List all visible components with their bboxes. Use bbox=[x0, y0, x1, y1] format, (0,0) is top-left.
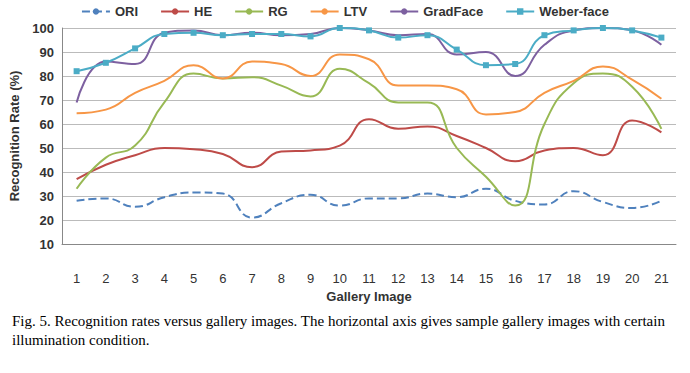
svg-text:17: 17 bbox=[537, 271, 551, 286]
svg-text:50: 50 bbox=[40, 141, 54, 156]
svg-text:11: 11 bbox=[362, 271, 376, 286]
svg-text:70: 70 bbox=[40, 93, 54, 108]
svg-text:30: 30 bbox=[40, 189, 54, 204]
svg-text:40: 40 bbox=[40, 165, 54, 180]
svg-text:14: 14 bbox=[449, 271, 463, 286]
svg-text:5: 5 bbox=[190, 271, 197, 286]
svg-text:4: 4 bbox=[161, 271, 168, 286]
svg-text:20: 20 bbox=[625, 271, 639, 286]
svg-text:7: 7 bbox=[248, 271, 255, 286]
svg-text:18: 18 bbox=[566, 271, 580, 286]
svg-text:1: 1 bbox=[73, 271, 80, 286]
svg-text:20: 20 bbox=[40, 213, 54, 228]
svg-text:100: 100 bbox=[32, 21, 54, 36]
svg-text:9: 9 bbox=[307, 271, 314, 286]
svg-text:GradFace: GradFace bbox=[423, 4, 483, 19]
svg-text:6: 6 bbox=[219, 271, 226, 286]
svg-text:21: 21 bbox=[654, 271, 668, 286]
svg-text:ORI: ORI bbox=[115, 4, 138, 19]
svg-text:2: 2 bbox=[102, 271, 109, 286]
svg-text:RG: RG bbox=[268, 4, 288, 19]
html-text:Fig. 5. Recognition rates vers: Fig. 5. Recognition rates versus gallery… bbox=[12, 313, 665, 348]
svg-text:10: 10 bbox=[40, 237, 54, 252]
svg-text:90: 90 bbox=[40, 45, 54, 60]
svg-text:3: 3 bbox=[131, 271, 138, 286]
svg-text:15: 15 bbox=[479, 271, 493, 286]
svg-text:16: 16 bbox=[508, 271, 522, 286]
svg-text:HE: HE bbox=[194, 4, 212, 19]
svg-text:13: 13 bbox=[420, 271, 434, 286]
svg-text:80: 80 bbox=[40, 69, 54, 84]
svg-text:Weber-face: Weber-face bbox=[539, 4, 609, 19]
svg-text:12: 12 bbox=[391, 271, 405, 286]
svg-text:10: 10 bbox=[333, 271, 347, 286]
svg-text:19: 19 bbox=[596, 271, 610, 286]
svg-text:LTV: LTV bbox=[344, 4, 368, 19]
svg-text:8: 8 bbox=[278, 271, 285, 286]
svg-text:Gallery Image: Gallery Image bbox=[326, 289, 411, 304]
svg-text:Recognition Rate (%): Recognition Rate (%) bbox=[7, 71, 22, 202]
svg-text:60: 60 bbox=[40, 117, 54, 132]
